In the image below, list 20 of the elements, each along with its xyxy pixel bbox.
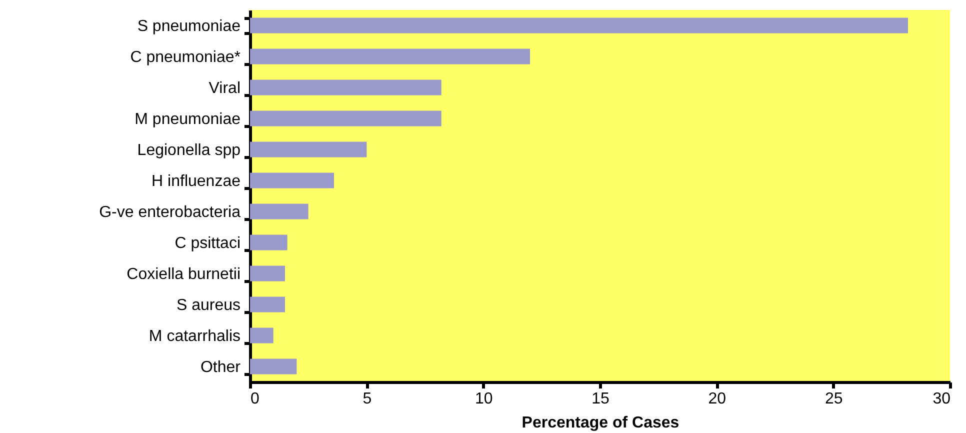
x-tick-label: 15 [592,390,610,408]
x-tick-label: 20 [708,390,726,408]
x-axis-title: Percentage of Cases [522,414,680,432]
y-tick-label: C pneumoniae* [130,49,240,66]
y-tick-label: S pneumoniae [137,18,241,35]
x-tick-label: 10 [474,390,493,408]
x-tick-label: 25 [824,390,843,408]
y-tick-label: M catarrhalis [148,328,240,345]
y-tick-label: M pneumoniae [134,111,241,128]
y-tick-label: Viral [208,80,240,97]
y-tick-label: S aureus [176,297,240,314]
y-tick-label: Other [200,359,242,376]
y-tick-label: Coxiella burnetii [126,266,240,283]
x-tick-label: 30 [932,390,951,408]
x-tick-label: 0 [250,390,260,408]
y-tick-label: C psittaci [174,235,240,252]
y-tick-label: H influenzae [152,173,241,190]
y-tick-label: G-ve enterobacteria [99,204,241,221]
x-tick-label: 5 [362,390,372,408]
y-tick-label: Legionella spp [137,142,241,159]
